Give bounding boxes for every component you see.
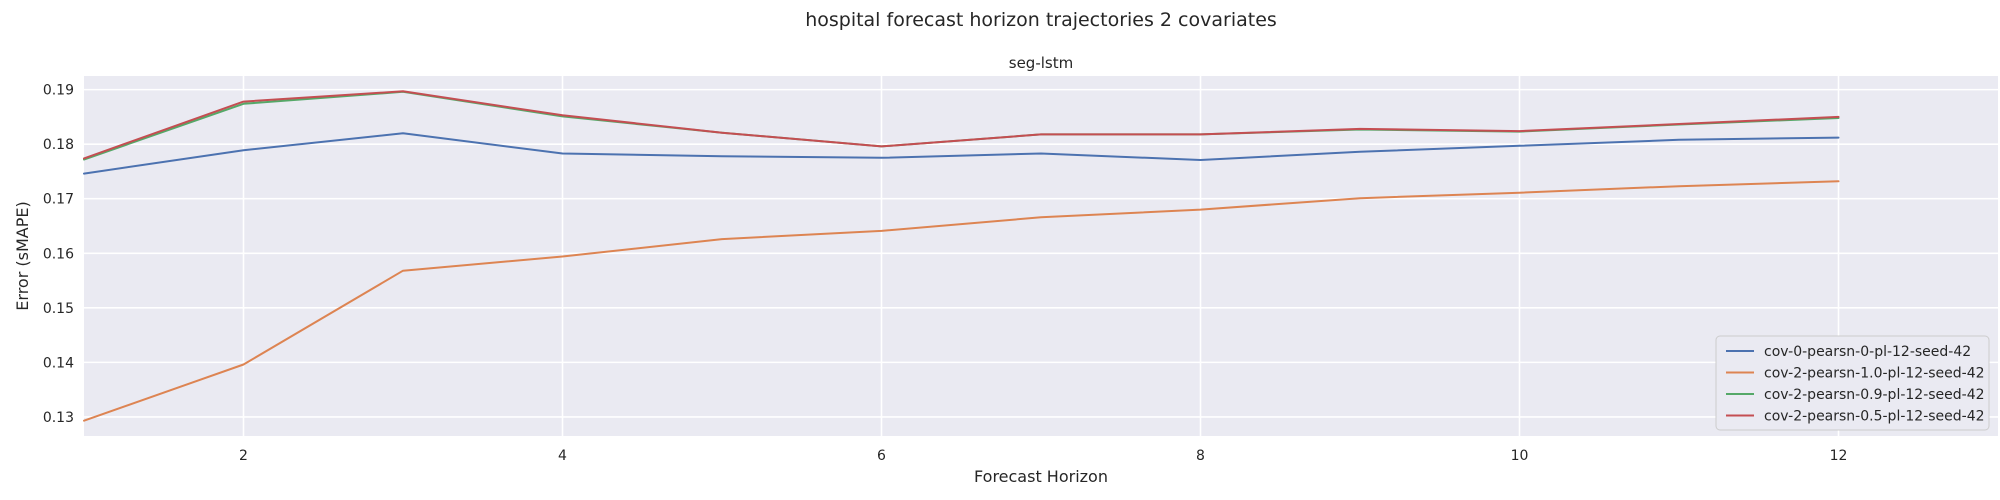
y-tick-labels: 0.13 0.14 0.15 0.16 0.17 0.18 0.19	[43, 83, 74, 426]
legend-entry-label: cov-0-pearsn-0-pl-12-seed-42	[1764, 344, 1971, 360]
x-tick-label: 6	[877, 448, 886, 464]
figure-suptitle: hospital forecast horizon trajectories 2…	[805, 9, 1277, 31]
legend-entry-label: cov-2-pearsn-0.9-pl-12-seed-42	[1764, 387, 1985, 403]
chart-title: seg-lstm	[1009, 54, 1073, 72]
x-tick-label: 2	[239, 448, 248, 464]
y-tick-label: 0.16	[43, 246, 74, 262]
y-tick-label: 0.18	[43, 137, 74, 153]
legend: cov-0-pearsn-0-pl-12-seed-42 cov-2-pearsn…	[1715, 335, 1990, 431]
series-line-0	[83, 132, 1840, 175]
x-tick-label: 4	[558, 448, 567, 464]
x-tick-label: 12	[1830, 448, 1848, 464]
series-line-3	[83, 90, 1840, 160]
plot-area	[84, 76, 1998, 436]
y-tick-label: 0.13	[43, 410, 74, 426]
x-tick-labels: 2 4 6 8 10 12	[239, 448, 1847, 464]
y-tick-label: 0.14	[43, 355, 74, 371]
y-tick-label: 0.17	[43, 192, 74, 208]
series-line-1	[83, 180, 1840, 422]
x-tick-label: 10	[1511, 448, 1529, 464]
x-tick-label: 8	[1196, 448, 1205, 464]
grid-lines	[84, 76, 1998, 436]
legend-entry-label: cov-2-pearsn-0.5-pl-12-seed-42	[1764, 409, 1985, 425]
legend-entry-label: cov-2-pearsn-1.0-pl-12-seed-42	[1764, 366, 1985, 382]
series-lines	[83, 90, 1840, 422]
legend-frame	[1715, 335, 1990, 431]
y-axis-label: Error (sMAPE)	[13, 201, 32, 310]
x-axis-label: Forecast Horizon	[974, 467, 1108, 486]
y-tick-label: 0.19	[43, 83, 74, 99]
y-tick-label: 0.15	[43, 301, 74, 317]
